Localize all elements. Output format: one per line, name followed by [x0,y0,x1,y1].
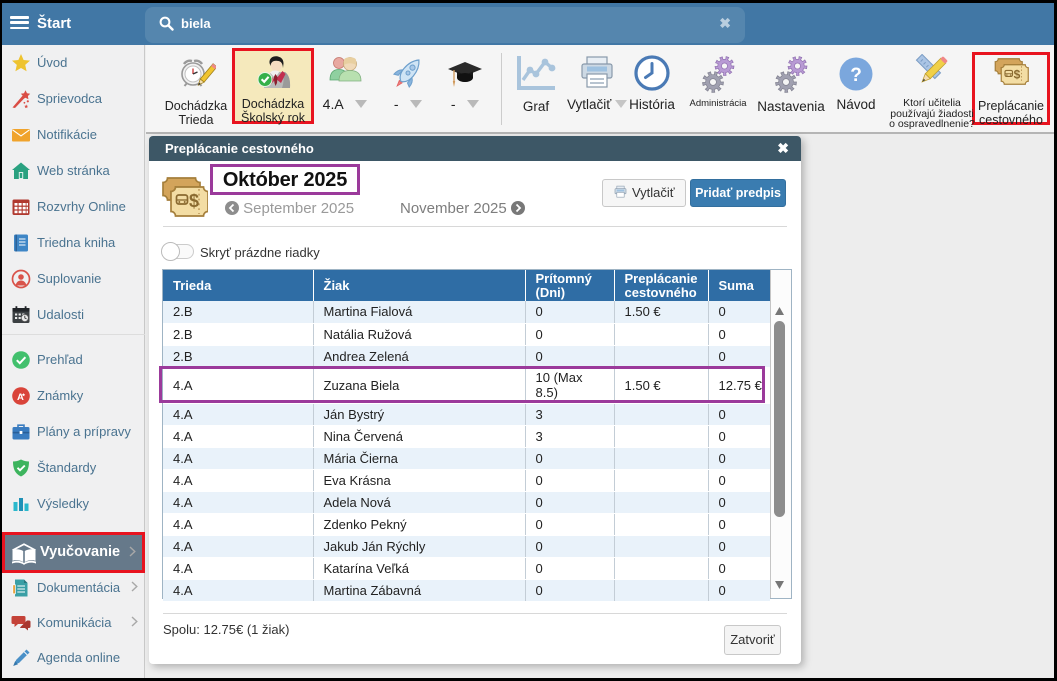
svg-text:A: A [17,392,24,403]
svg-text:$: $ [189,191,199,211]
svg-text:$: $ [1014,67,1021,81]
svg-text:?: ? [850,65,862,86]
